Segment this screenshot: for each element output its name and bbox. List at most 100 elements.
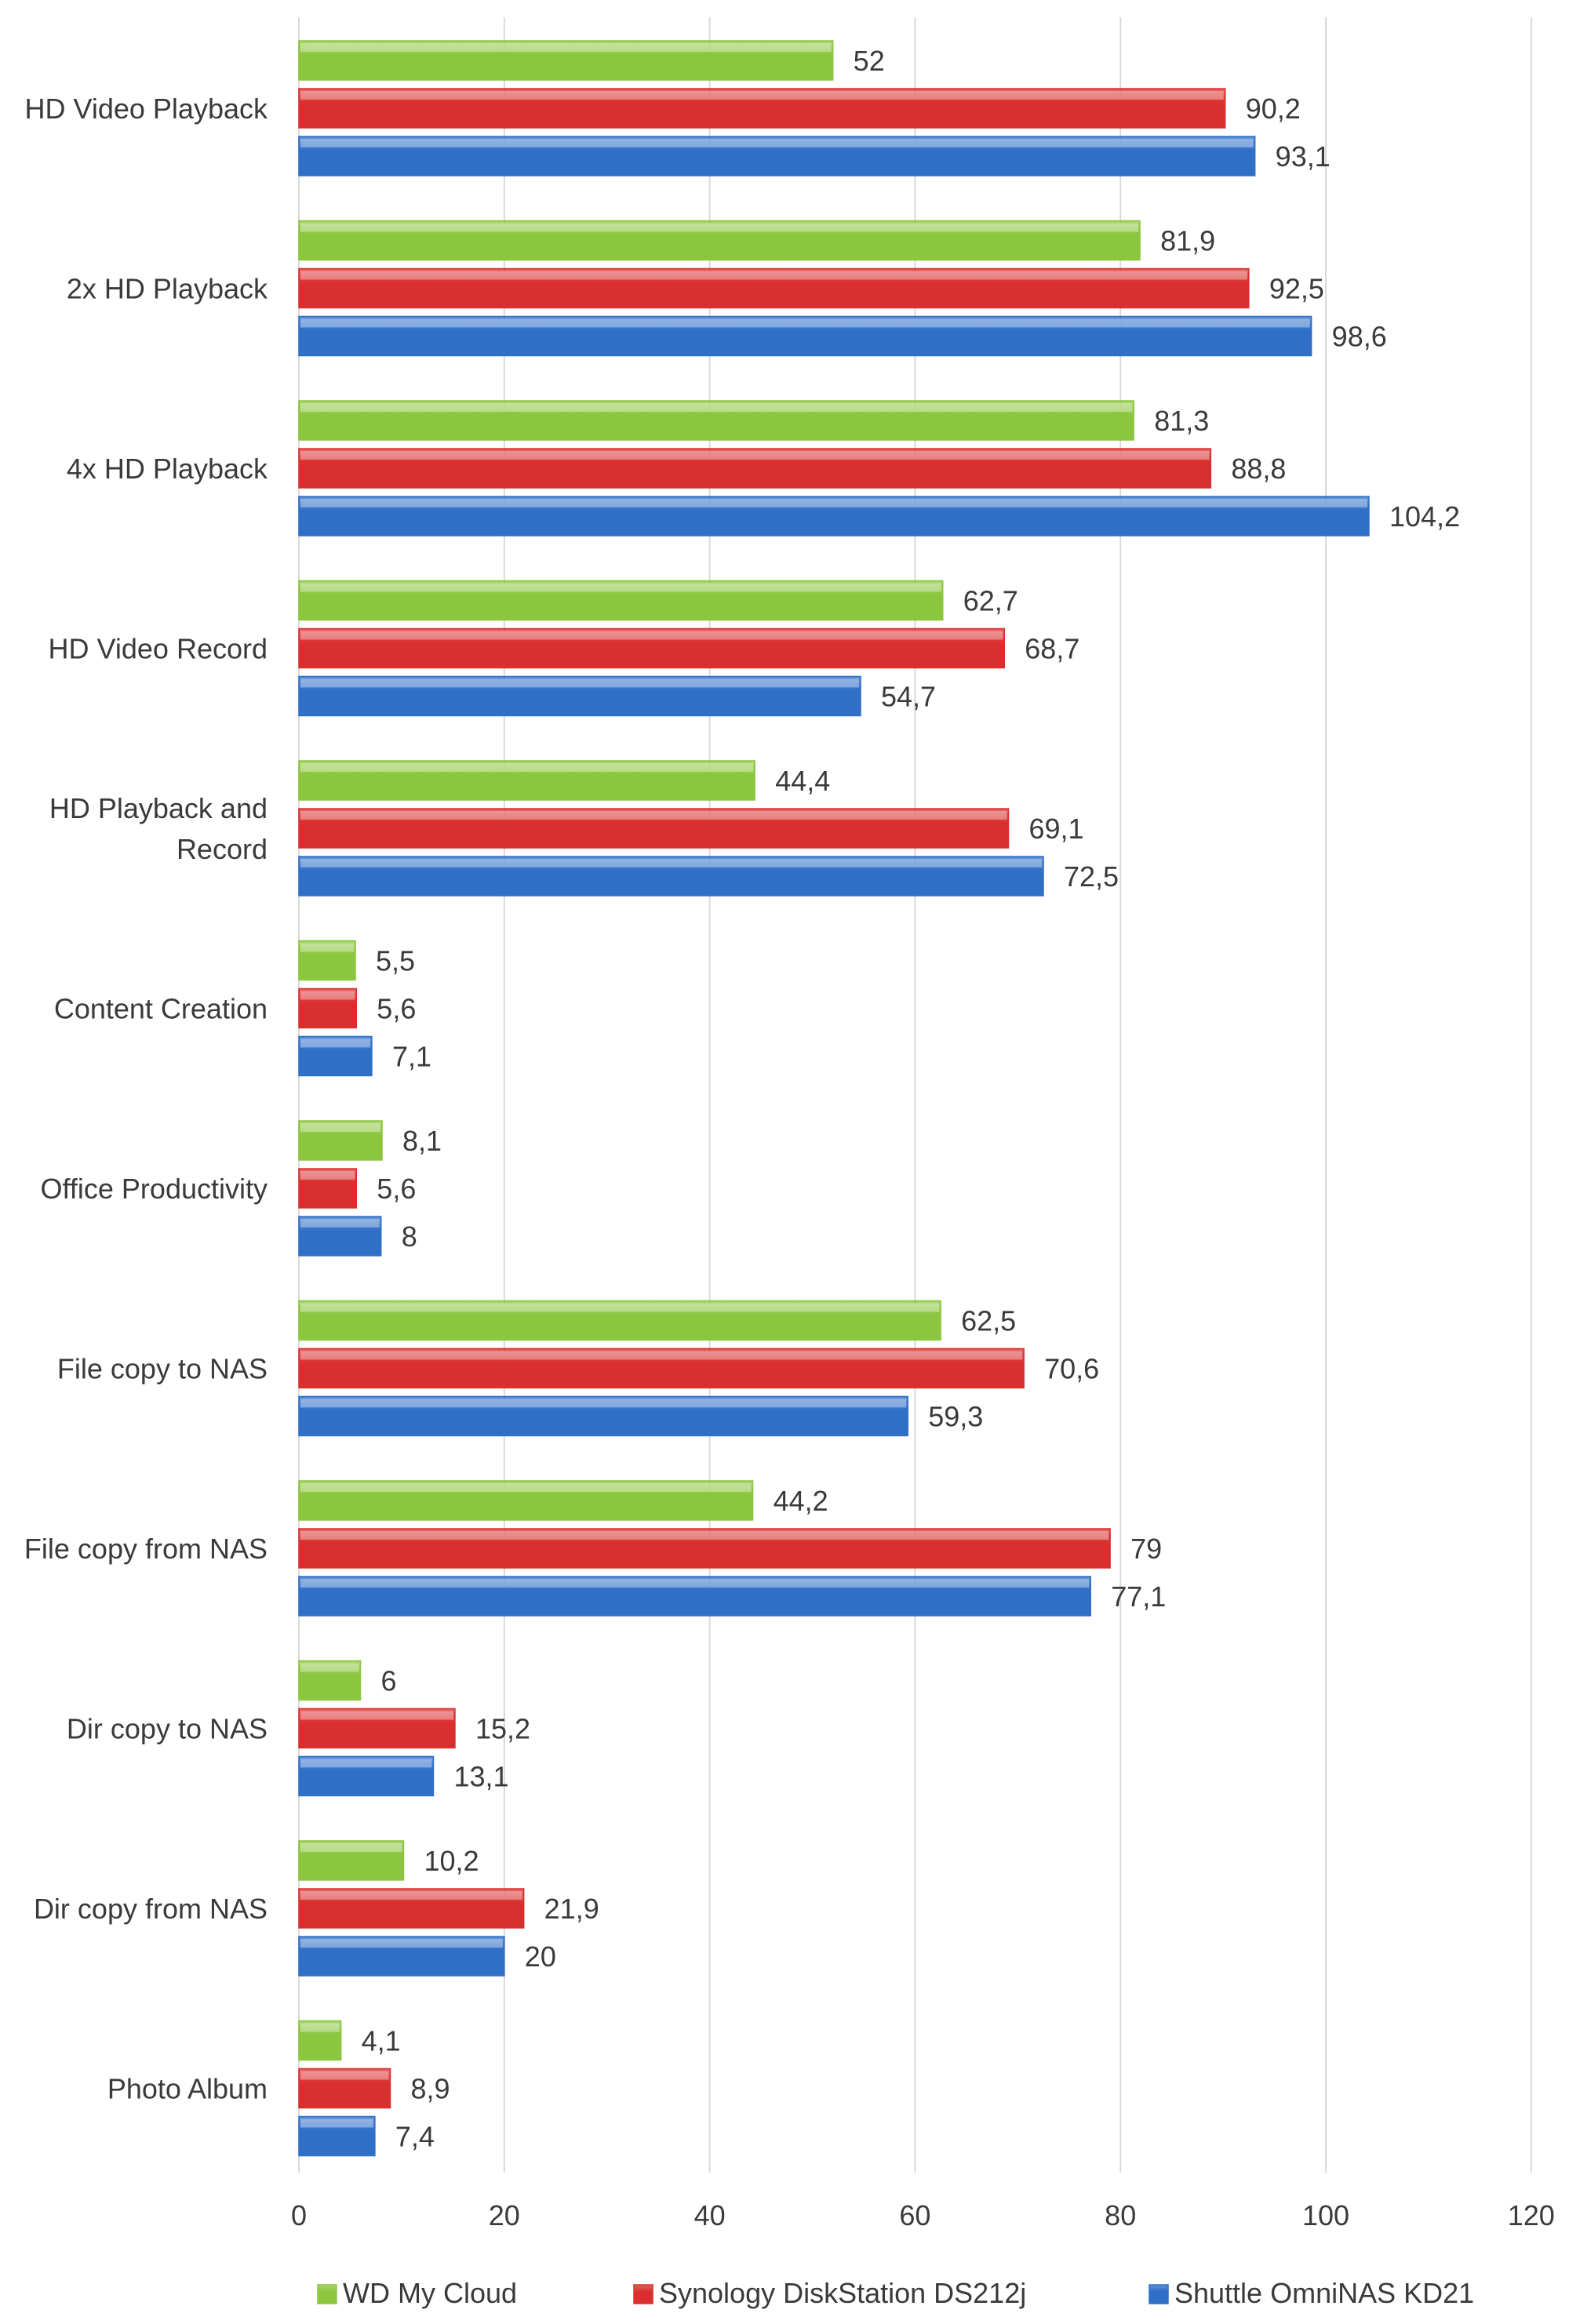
value-label-synology-diskstation-ds212j-office-productivity: 5,6 xyxy=(377,1173,416,1205)
x-tick-label-100: 100 xyxy=(1302,2199,1349,2231)
bar-wd-my-cloud-hd-video-playback xyxy=(298,40,834,81)
bar-synology-diskstation-ds212j-dir-copy-from-nas xyxy=(298,1888,525,1929)
bar-highlight xyxy=(300,43,832,52)
bar-shuttle-omninas-kd21-office-productivity xyxy=(298,1216,382,1257)
x-tick-label-80: 80 xyxy=(1105,2199,1136,2231)
bar-highlight xyxy=(300,1843,402,1852)
bar-highlight xyxy=(300,403,1133,412)
bar-highlight xyxy=(300,811,1007,820)
value-label-synology-diskstation-ds212j-hd-video-playback: 90,2 xyxy=(1246,93,1301,125)
value-label-wd-my-cloud-4x-hd-playback: 81,3 xyxy=(1154,405,1209,437)
value-label-synology-diskstation-ds212j-dir-copy-to-nas: 15,2 xyxy=(475,1713,530,1745)
bar-highlight xyxy=(300,583,941,592)
value-label-shuttle-omninas-kd21-file-copy-from-nas: 77,1 xyxy=(1111,1580,1166,1613)
value-label-wd-my-cloud-dir-copy-from-nas: 10,2 xyxy=(424,1845,479,1877)
bar-synology-diskstation-ds212j-hd-video-playback xyxy=(298,88,1226,129)
bar-highlight xyxy=(300,2119,373,2128)
bar-highlight xyxy=(300,2071,389,2080)
value-label-shuttle-omninas-kd21-content-creation: 7,1 xyxy=(392,1041,431,1073)
value-label-synology-diskstation-ds212j-hd-video-record: 68,7 xyxy=(1025,633,1079,665)
bar-highlight xyxy=(300,223,1139,232)
value-label-synology-diskstation-ds212j-4x-hd-playback: 88,8 xyxy=(1231,453,1286,485)
bars xyxy=(298,40,1370,2157)
bar-highlight xyxy=(300,1038,370,1048)
bar-wd-my-cloud-office-productivity xyxy=(298,1120,383,1161)
bar-synology-diskstation-ds212j-dir-copy-to-nas xyxy=(298,1708,456,1749)
legend-swatch-synology-diskstation-ds212j xyxy=(633,2284,653,2304)
bar-highlight xyxy=(300,139,1254,147)
value-label-wd-my-cloud-hd-playback-and-record: 44,4 xyxy=(775,765,830,797)
value-label-shuttle-omninas-kd21-hd-video-record: 54,7 xyxy=(881,681,936,713)
bar-shuttle-omninas-kd21-file-copy-to-nas xyxy=(298,1395,908,1437)
bar-highlight xyxy=(300,451,1210,460)
bar-highlight xyxy=(300,1711,453,1720)
x-tick-label-120: 120 xyxy=(1508,2199,1555,2231)
bar-wd-my-cloud-2x-hd-playback xyxy=(298,220,1141,261)
bar-shuttle-omninas-kd21-hd-video-record xyxy=(298,675,861,717)
x-tick-label-60: 60 xyxy=(899,2199,930,2231)
bar-highlight xyxy=(300,631,1003,640)
value-label-wd-my-cloud-file-copy-to-nas: 62,5 xyxy=(961,1305,1016,1337)
bar-wd-my-cloud-dir-copy-to-nas xyxy=(298,1660,362,1701)
bar-highlight xyxy=(300,1171,355,1180)
category-label-content-creation: Content Creation xyxy=(54,993,268,1025)
value-label-wd-my-cloud-photo-album: 4,1 xyxy=(362,2025,401,2057)
category-label-dir-copy-from-nas: Dir copy from NAS xyxy=(34,1893,268,1925)
bar-synology-diskstation-ds212j-file-copy-to-nas xyxy=(298,1347,1025,1389)
bar-wd-my-cloud-file-copy-to-nas xyxy=(298,1300,941,1341)
category-label-hd-video-record: HD Video Record xyxy=(49,633,268,665)
category-label-4x-hd-playback: 4x HD Playback xyxy=(67,453,268,485)
bar-highlight xyxy=(300,1398,907,1408)
bar-synology-diskstation-ds212j-photo-album xyxy=(298,2068,391,2109)
value-label-shuttle-omninas-kd21-hd-playback-and-record: 72,5 xyxy=(1064,860,1119,893)
value-label-shuttle-omninas-kd21-office-productivity: 8 xyxy=(402,1220,417,1253)
bar-highlight xyxy=(300,763,754,772)
value-label-shuttle-omninas-kd21-2x-hd-playback: 98,6 xyxy=(1332,321,1387,353)
bar-shuttle-omninas-kd21-dir-copy-from-nas xyxy=(298,1936,505,1977)
value-label-synology-diskstation-ds212j-content-creation: 5,6 xyxy=(377,993,416,1025)
value-label-shuttle-omninas-kd21-photo-album: 7,4 xyxy=(395,2121,435,2153)
bar-highlight xyxy=(300,318,1310,328)
value-label-shuttle-omninas-kd21-dir-copy-from-nas: 20 xyxy=(525,1940,556,1973)
value-label-shuttle-omninas-kd21-hd-video-playback: 93,1 xyxy=(1276,140,1331,173)
value-label-wd-my-cloud-hd-video-record: 62,7 xyxy=(963,585,1018,617)
bar-synology-diskstation-ds212j-hd-video-record xyxy=(298,627,1006,669)
bar-wd-my-cloud-photo-album xyxy=(298,2020,342,2061)
bar-synology-diskstation-ds212j-hd-playback-and-record xyxy=(298,808,1010,849)
category-label-2x-hd-playback: 2x HD Playback xyxy=(67,273,268,305)
x-axis-ticks: 0 20 40 60 80 100 120 xyxy=(291,2199,1555,2231)
value-label-wd-my-cloud-file-copy-from-nas: 44,2 xyxy=(774,1485,828,1517)
bar-highlight xyxy=(300,1663,359,1672)
value-label-wd-my-cloud-dir-copy-to-nas: 6 xyxy=(381,1665,397,1697)
bar-highlight xyxy=(300,1219,380,1227)
bar-shuttle-omninas-kd21-hd-video-playback xyxy=(298,136,1256,176)
bar-shuttle-omninas-kd21-photo-album xyxy=(298,2115,376,2157)
value-label-wd-my-cloud-hd-video-playback: 52 xyxy=(854,45,885,77)
value-label-wd-my-cloud-office-productivity: 8,1 xyxy=(402,1125,442,1157)
bar-synology-diskstation-ds212j-2x-hd-playback xyxy=(298,267,1250,309)
value-label-shuttle-omninas-kd21-4x-hd-playback: 104,2 xyxy=(1389,500,1460,533)
bar-highlight xyxy=(300,271,1247,280)
legend-label-shuttle-omninas-kd21: Shuttle OmniNAS KD21 xyxy=(1174,2277,1474,2309)
category-label-hd-playback-and-record: HD Playback and Record xyxy=(49,792,268,865)
bar-wd-my-cloud-dir-copy-from-nas xyxy=(298,1840,405,1881)
bar-synology-diskstation-ds212j-content-creation xyxy=(298,987,358,1029)
bar-synology-diskstation-ds212j-office-productivity xyxy=(298,1168,358,1209)
value-label-synology-diskstation-ds212j-hd-playback-and-record: 69,1 xyxy=(1029,813,1084,845)
bar-highlight xyxy=(300,1123,381,1132)
bar-wd-my-cloud-4x-hd-playback xyxy=(298,400,1134,441)
bar-shuttle-omninas-kd21-hd-playback-and-record xyxy=(298,856,1044,897)
value-label-synology-diskstation-ds212j-dir-copy-from-nas: 21,9 xyxy=(544,1893,599,1925)
bar-highlight xyxy=(300,1483,752,1492)
legend-swatch-wd-my-cloud xyxy=(317,2284,337,2304)
category-labels: HD Video Playback 2x HD Playback 4x HD Pla… xyxy=(24,93,268,2105)
bar-shuttle-omninas-kd21-content-creation xyxy=(298,1035,373,1077)
value-label-synology-diskstation-ds212j-photo-album: 8,9 xyxy=(411,2073,450,2105)
value-label-synology-diskstation-ds212j-file-copy-from-nas: 79 xyxy=(1130,1533,1162,1565)
bar-highlight xyxy=(300,2023,340,2032)
bar-shuttle-omninas-kd21-file-copy-from-nas xyxy=(298,1576,1091,1617)
bar-highlight xyxy=(300,1351,1023,1360)
bar-highlight xyxy=(300,1891,522,1900)
bar-shuttle-omninas-kd21-dir-copy-to-nas xyxy=(298,1755,435,1797)
